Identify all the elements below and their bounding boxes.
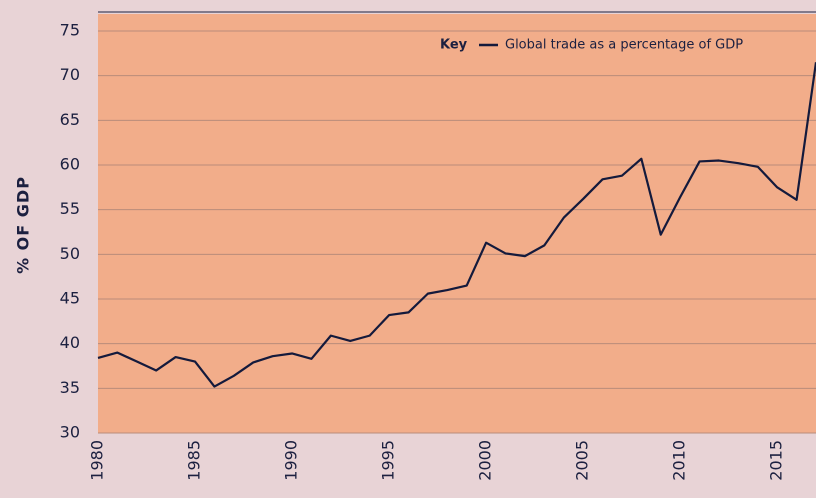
legend-title: Key — [440, 38, 468, 53]
y-tick-label: 55 — [60, 199, 80, 218]
x-tick-label: 2000 — [476, 440, 495, 481]
legend-label: Global trade as a percentage of GDP — [505, 38, 743, 53]
y-tick-label: 35 — [60, 378, 80, 397]
plot-area — [98, 14, 816, 433]
y-tick-label: 75 — [60, 21, 80, 40]
y-tick-label: 45 — [60, 289, 80, 308]
x-tick-label: 1990 — [282, 440, 301, 481]
x-tick-label: 1985 — [185, 440, 204, 481]
line-series — [97, 62, 816, 388]
x-tick-label: 2005 — [573, 440, 592, 481]
x-tick-label: 1995 — [379, 440, 398, 481]
x-tick-label: 2010 — [670, 440, 689, 481]
y-tick-label: 70 — [60, 65, 80, 84]
y-tick-label: 65 — [60, 110, 80, 129]
y-axis-label: % OF GDP — [14, 176, 33, 274]
y-tick-label: 60 — [60, 155, 80, 174]
x-tick-label: 1980 — [88, 440, 107, 481]
y-tick-label: 50 — [60, 244, 80, 263]
y-tick-label: 40 — [60, 333, 80, 352]
x-tick-label: 2015 — [767, 440, 786, 481]
y-tick-label: 30 — [60, 423, 80, 442]
